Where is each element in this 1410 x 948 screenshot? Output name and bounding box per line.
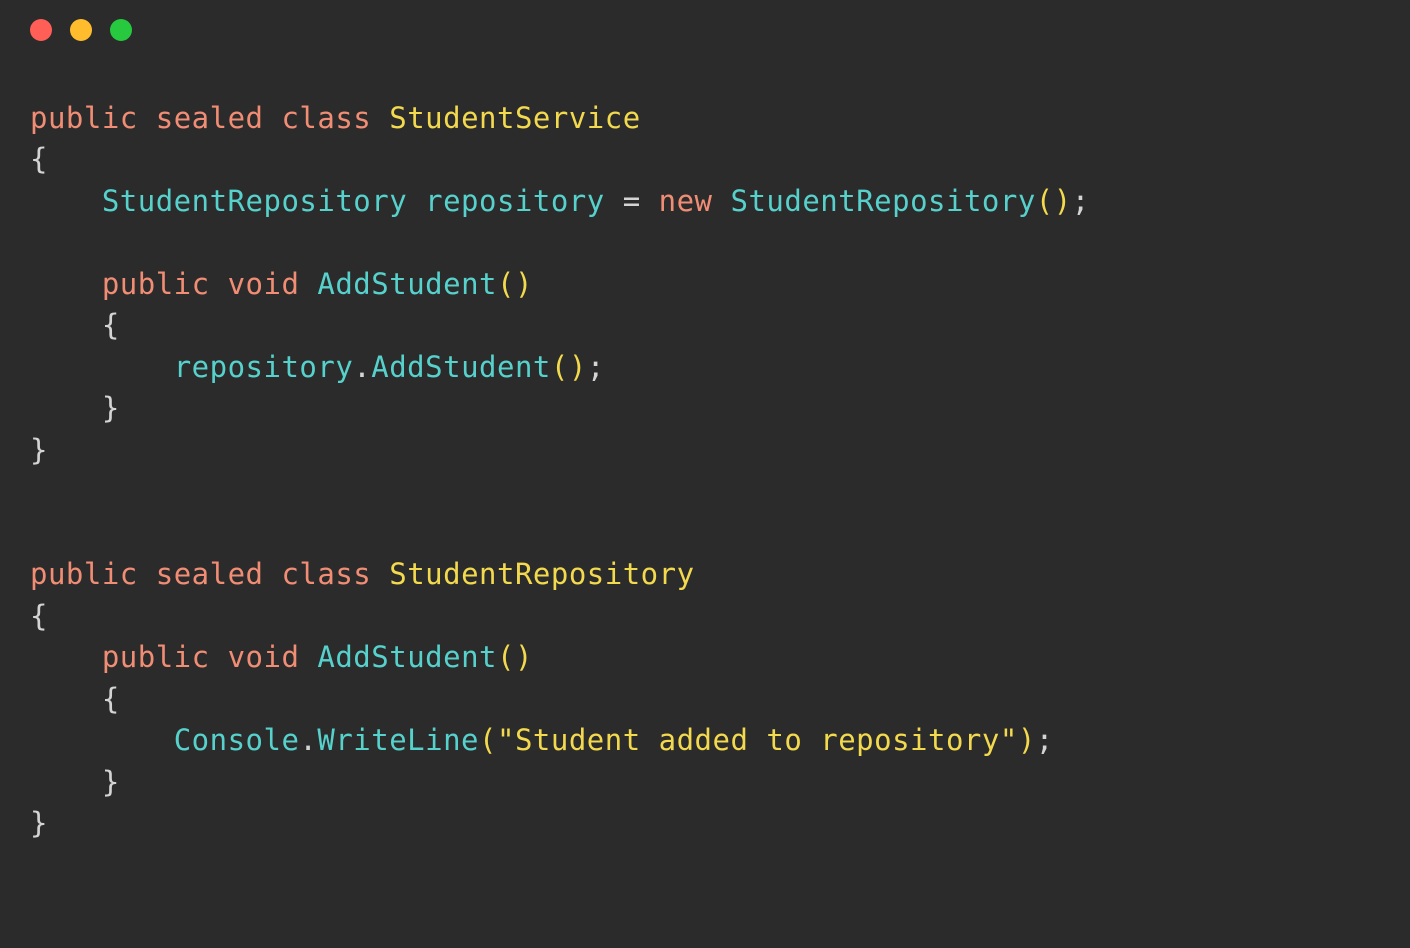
brace: }: [30, 433, 48, 467]
paren: (: [497, 640, 515, 674]
paren: ): [515, 640, 533, 674]
space: [713, 184, 731, 218]
paren: (: [551, 350, 569, 384]
dot: .: [299, 723, 317, 757]
keyword: sealed: [156, 101, 264, 135]
paren: (: [479, 723, 497, 757]
identifier: Console: [174, 723, 300, 757]
brace: {: [102, 682, 120, 716]
keyword: public: [102, 640, 210, 674]
space: [371, 101, 389, 135]
space: [299, 640, 317, 674]
keyword: public: [30, 101, 138, 135]
code-area: public sealed class StudentService { Stu…: [0, 60, 1410, 874]
paren: (: [497, 267, 515, 301]
titlebar: [0, 0, 1410, 60]
space: [264, 101, 282, 135]
space: [371, 557, 389, 591]
keyword: new: [659, 184, 713, 218]
brace: }: [30, 806, 48, 840]
space: [264, 557, 282, 591]
type-name: StudentRepository: [102, 184, 407, 218]
semi: ;: [1072, 184, 1090, 218]
brace: {: [30, 142, 48, 176]
string-literal: "Student added to repository": [497, 723, 1018, 757]
identifier: repository: [425, 184, 605, 218]
type-name: StudentRepository: [730, 184, 1035, 218]
space: [138, 557, 156, 591]
brace: }: [102, 765, 120, 799]
brace: {: [30, 599, 48, 633]
semi: ;: [1036, 723, 1054, 757]
keyword: public: [102, 267, 210, 301]
paren: ): [515, 267, 533, 301]
keyword: sealed: [156, 557, 264, 591]
brace: {: [102, 308, 120, 342]
keyword: void: [228, 640, 300, 674]
keyword: void: [228, 267, 300, 301]
identifier: repository: [174, 350, 354, 384]
space: [138, 101, 156, 135]
semi: ;: [587, 350, 605, 384]
assign: =: [605, 184, 659, 218]
method-name: AddStudent: [371, 350, 551, 384]
minimize-icon[interactable]: [70, 19, 92, 41]
close-icon[interactable]: [30, 19, 52, 41]
space: [210, 640, 228, 674]
space: [407, 184, 425, 218]
method-name: WriteLine: [317, 723, 479, 757]
space: [299, 267, 317, 301]
brace: }: [102, 391, 120, 425]
keyword: class: [281, 101, 371, 135]
keyword: class: [281, 557, 371, 591]
class-name: StudentRepository: [389, 557, 694, 591]
maximize-icon[interactable]: [110, 19, 132, 41]
paren: ): [1054, 184, 1072, 218]
dot: .: [353, 350, 371, 384]
paren: ): [1018, 723, 1036, 757]
paren: ): [569, 350, 587, 384]
keyword: public: [30, 557, 138, 591]
paren: (: [1036, 184, 1054, 218]
space: [210, 267, 228, 301]
method-name: AddStudent: [317, 267, 497, 301]
code-window: public sealed class StudentService { Stu…: [0, 0, 1410, 948]
class-name: StudentService: [389, 101, 640, 135]
method-name: AddStudent: [317, 640, 497, 674]
